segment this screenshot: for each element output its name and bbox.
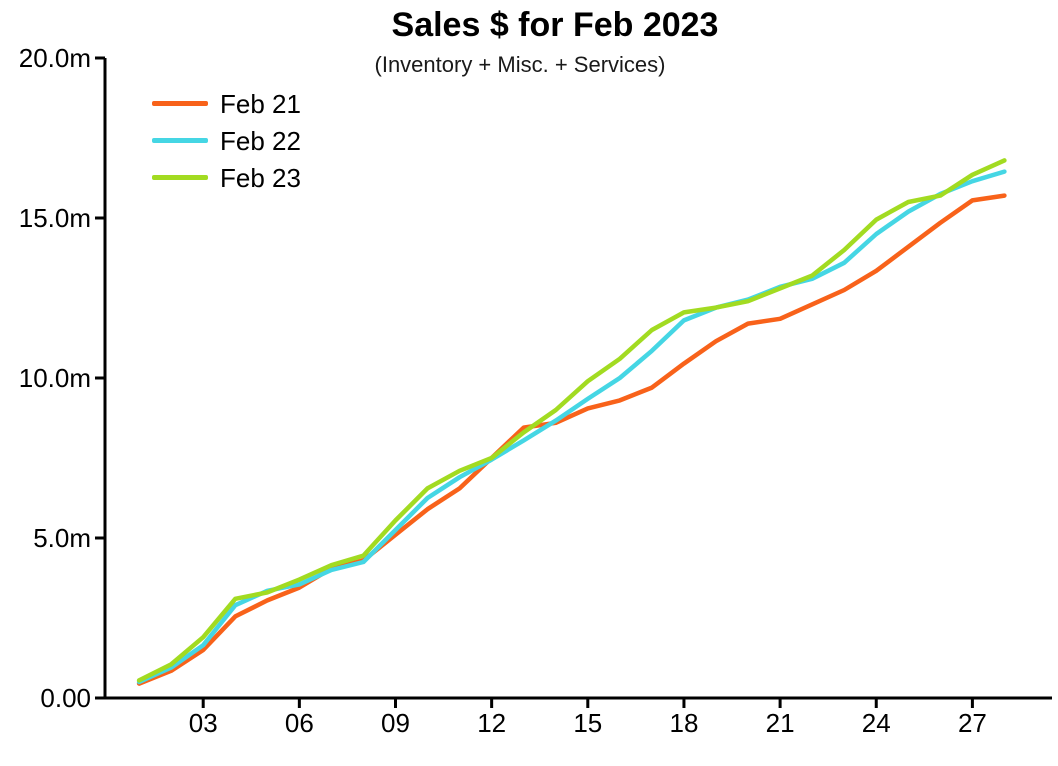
chart-subtitle: (Inventory + Misc. + Services) xyxy=(374,52,666,77)
legend-item: Feb 21 xyxy=(152,85,301,122)
x-tick-label: 27 xyxy=(958,708,987,738)
series-line-feb-23 xyxy=(136,158,1007,683)
y-tick-label: 20.0m xyxy=(19,43,91,73)
x-tick-label: 09 xyxy=(381,708,410,738)
x-tick-label: 24 xyxy=(862,708,891,738)
y-tick-label: 15.0m xyxy=(19,203,91,233)
legend-label: Feb 23 xyxy=(220,162,301,193)
series-line-feb-21 xyxy=(136,193,1007,686)
legend-line-swatch xyxy=(152,101,208,106)
legend-item: Feb 23 xyxy=(152,159,301,196)
y-tick-label: 5.0m xyxy=(33,523,91,553)
legend-label: Feb 21 xyxy=(220,88,301,119)
legend-item: Feb 22 xyxy=(152,122,301,159)
legend: Feb 21 Feb 22 Feb 23 xyxy=(152,85,301,196)
legend-label: Feb 22 xyxy=(220,125,301,156)
x-tick-label: 12 xyxy=(477,708,506,738)
y-tick-label: 10.0m xyxy=(19,363,91,393)
legend-line-swatch xyxy=(152,175,208,180)
x-tick-label: 06 xyxy=(285,708,314,738)
legend-line-swatch xyxy=(152,138,208,143)
x-tick-label: 03 xyxy=(189,708,218,738)
series-line-feb-22 xyxy=(136,169,1007,685)
x-tick-label: 15 xyxy=(573,708,602,738)
chart-title: Sales $ for Feb 2023 xyxy=(391,6,719,44)
x-tick-label: 21 xyxy=(766,708,795,738)
x-tick-label: 18 xyxy=(669,708,698,738)
y-tick-label: 0.00 xyxy=(40,683,91,713)
